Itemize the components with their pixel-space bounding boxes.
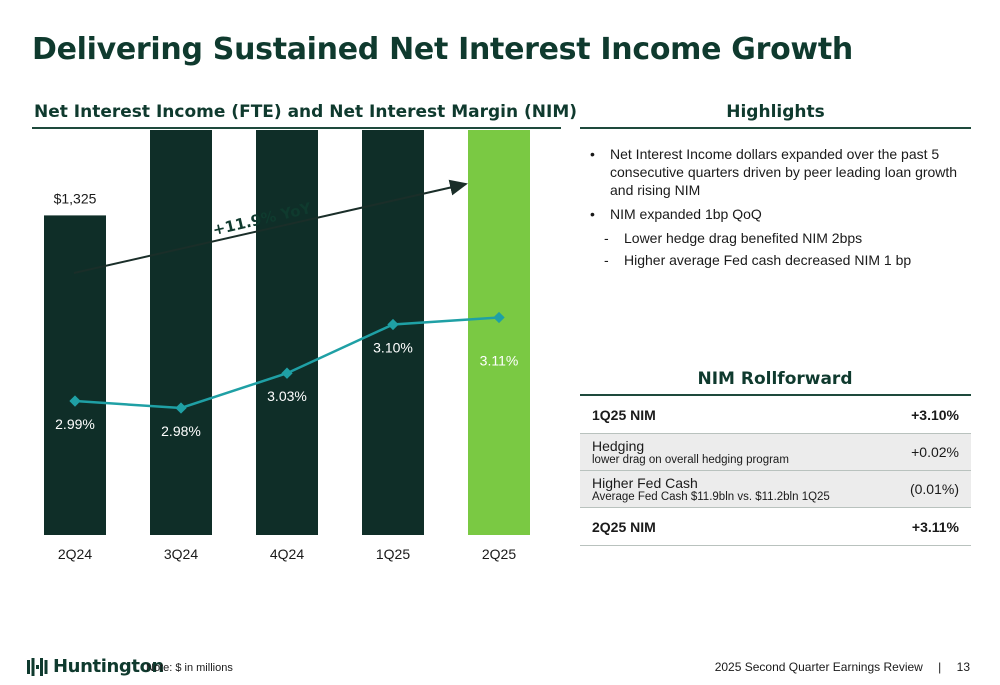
nim-rollforward-table: 1Q25 NIM +3.10% Hedging lower drag on ov… xyxy=(580,394,971,546)
x-tick-label: 1Q25 xyxy=(376,546,410,562)
bar-2q24 xyxy=(44,215,106,535)
nim-value-label: 2.98% xyxy=(161,423,201,439)
table-row: 2Q25 NIM +3.11% xyxy=(580,507,971,546)
dash-marker: - xyxy=(604,252,609,268)
row-label: 2Q25 NIM xyxy=(580,507,886,546)
row-label: 1Q25 NIM xyxy=(580,394,886,434)
bullet-dot: • xyxy=(590,146,595,162)
highlights-title: Highlights xyxy=(726,102,825,122)
row-sublabel: lower drag on overall hedging program xyxy=(592,454,789,466)
bullet-dot: • xyxy=(590,206,595,222)
nim-point xyxy=(493,311,505,324)
row-value: +3.10% xyxy=(885,394,971,434)
highlights-list: • Net Interest Income dollars expanded o… xyxy=(590,145,970,273)
row-value: +3.11% xyxy=(885,507,971,546)
highlight-subitem-text: Lower hedge drag benefited NIM 2bps xyxy=(624,230,863,246)
nim-point xyxy=(387,318,399,331)
table-row: 1Q25 NIM +3.10% xyxy=(580,394,971,434)
dash-marker: - xyxy=(604,230,609,246)
highlight-text: NIM expanded 1bp QoQ xyxy=(610,206,762,222)
highlight-subitem: - Lower hedge drag benefited NIM 2bps xyxy=(590,229,970,247)
footer-report: 2025 Second Quarter Earnings Review | 13 xyxy=(715,660,970,674)
bar-4q24 xyxy=(256,130,318,536)
rollforward-title: NIM Rollforward xyxy=(697,369,853,389)
nim-value-label: 2.99% xyxy=(55,416,95,432)
chart-section-title: Net Interest Income (FTE) and Net Intere… xyxy=(34,102,578,122)
report-title: 2025 Second Quarter Earnings Review xyxy=(714,660,923,674)
bar-1q25 xyxy=(362,130,424,535)
page-title: Delivering Sustained Net Interest Income… xyxy=(32,32,853,67)
row-label-cell: Hedging lower drag on overall hedging pr… xyxy=(580,433,886,471)
growth-arrow xyxy=(73,179,468,274)
x-tick-label: 2Q24 xyxy=(58,546,92,562)
row-label-cell: Higher Fed Cash Average Fed Cash $11.9bl… xyxy=(580,470,886,508)
bar-3q24 xyxy=(150,130,212,536)
highlight-text: Net Interest Income dollars expanded ove… xyxy=(610,146,958,198)
page-number: 13 xyxy=(956,660,970,674)
row-value: (0.01%) xyxy=(885,470,971,508)
x-tick-label: 4Q24 xyxy=(270,546,304,562)
highlight-subitem: - Higher average Fed cash decreased NIM … xyxy=(590,251,970,269)
nim-point xyxy=(175,402,187,414)
footnote: Note: $ in millions xyxy=(146,662,233,674)
chart-section-rule xyxy=(32,127,561,129)
nim-value-label: 3.03% xyxy=(267,388,307,404)
huntington-logo: Huntington xyxy=(26,656,164,677)
row-sublabel: Average Fed Cash $11.9bln vs. $11.2bln 1… xyxy=(592,491,830,503)
nim-point xyxy=(281,367,293,379)
nii-nim-chart: $1,3252Q24$1,3643Q24$1,4094Q24$1,4411Q25… xyxy=(44,130,530,562)
x-tick-label: 2Q25 xyxy=(482,546,516,562)
bar-2q25 xyxy=(468,130,530,535)
bar-value-label: $1,325 xyxy=(54,190,97,206)
logo-icon xyxy=(27,657,48,676)
highlights-rule xyxy=(580,127,971,129)
highlight-subitem-text: Higher average Fed cash decreased NIM 1 … xyxy=(624,252,912,268)
row-value: +0.02% xyxy=(885,433,971,471)
x-tick-label: 3Q24 xyxy=(164,546,198,562)
highlight-item: • NIM expanded 1bp QoQ xyxy=(590,205,970,223)
logo-wordmark: Huntington xyxy=(53,656,164,677)
table-row: Higher Fed Cash Average Fed Cash $11.9bl… xyxy=(580,470,971,508)
table-row: Hedging lower drag on overall hedging pr… xyxy=(580,433,971,471)
nim-value-label: 3.10% xyxy=(373,339,413,355)
row-label: Higher Fed Cash xyxy=(592,475,698,491)
highlight-item: • Net Interest Income dollars expanded o… xyxy=(590,145,970,199)
row-label: Hedging xyxy=(592,438,645,454)
footer-separator: | xyxy=(938,660,942,674)
nim-value-label: 3.11% xyxy=(480,353,519,369)
